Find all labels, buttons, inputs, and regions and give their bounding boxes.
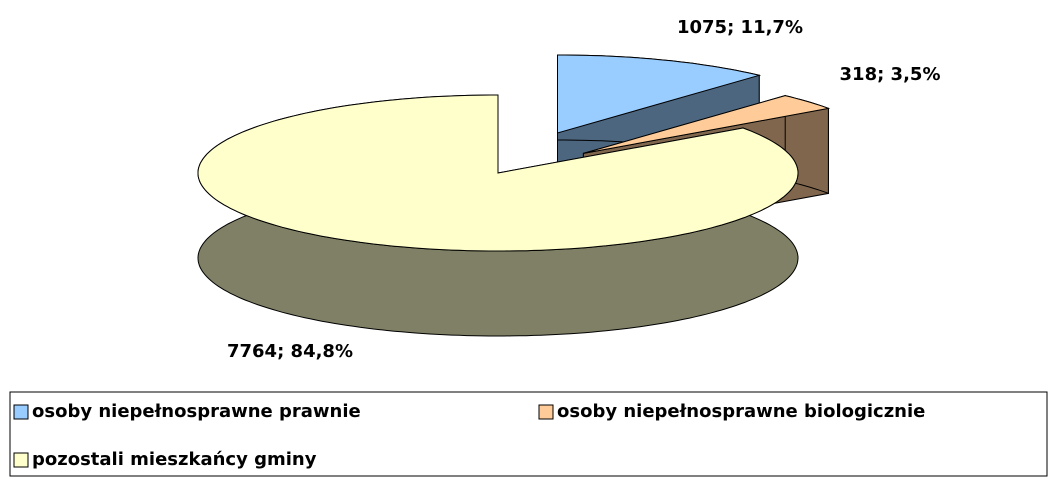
legend-label: osoby niepełnosprawne biologicznie (557, 401, 925, 422)
legend-swatch (13, 452, 29, 468)
legend-swatch (13, 404, 29, 420)
data-label: 7764; 84,8% (227, 341, 353, 362)
legend-swatch (538, 404, 554, 420)
legend-label: pozostali mieszkańcy gminy (32, 449, 317, 470)
legend-label: osoby niepełnosprawne prawnie (32, 401, 361, 422)
slice-top (197, 94, 799, 252)
data-label: 1075; 11,7% (677, 17, 803, 38)
data-label: 318; 3,5% (840, 64, 941, 85)
legend-box (9, 391, 1048, 477)
slice-top (557, 54, 762, 134)
slice-top (583, 95, 831, 154)
